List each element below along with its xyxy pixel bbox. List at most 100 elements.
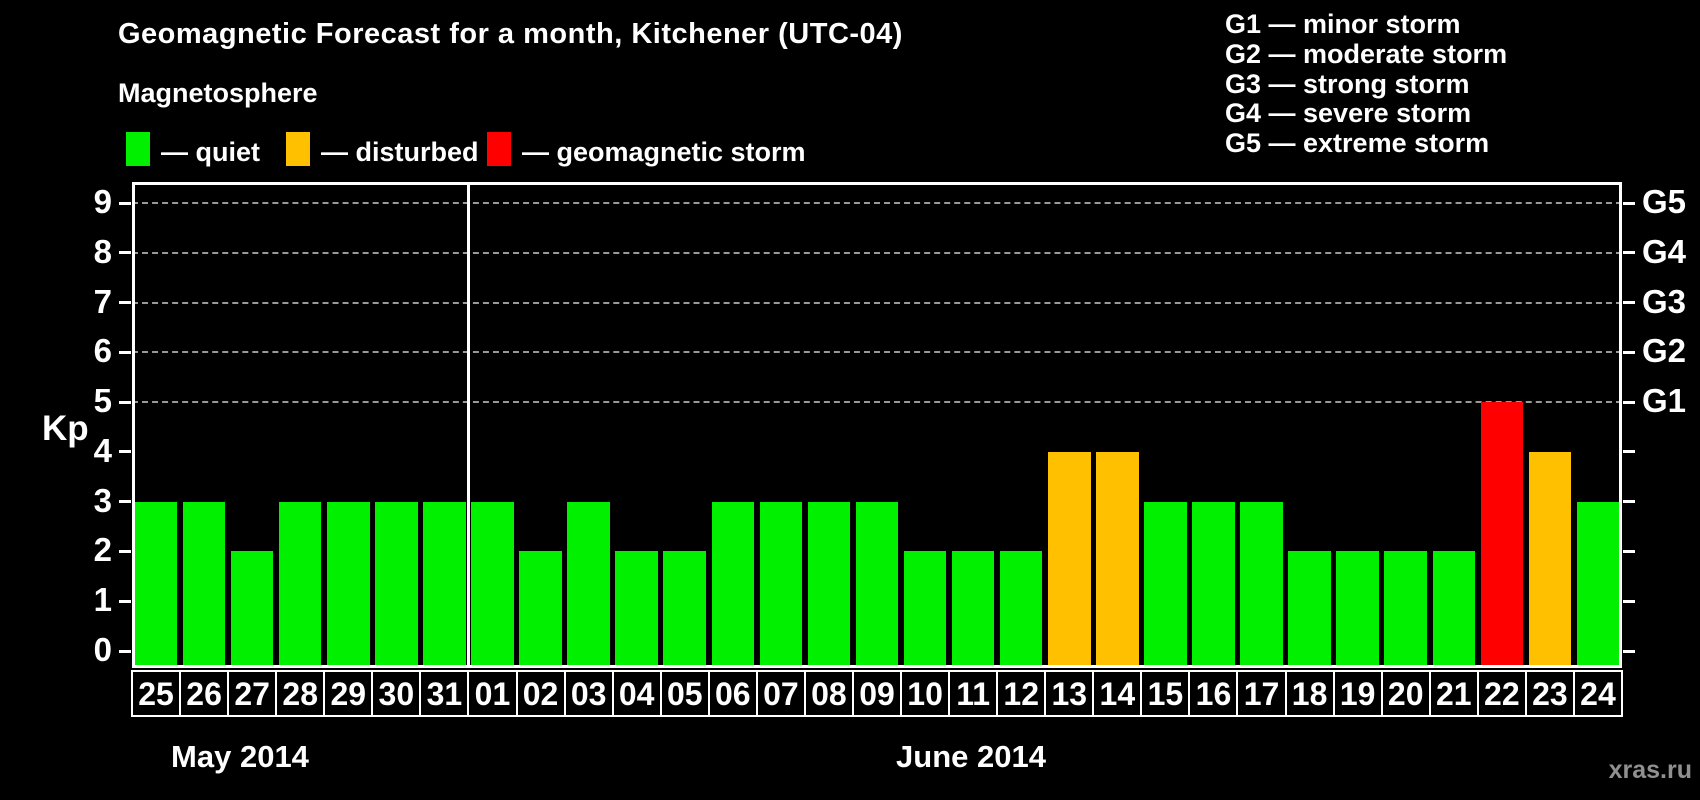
day-label: 23 (1524, 670, 1575, 717)
kp-bar-day-25 (134, 501, 178, 668)
g-scale-label-G2: G2 (1642, 332, 1687, 370)
right-axis-tick (1623, 549, 1635, 553)
left-axis-tick (119, 251, 131, 255)
day-label: 26 (179, 670, 230, 717)
right-axis-tick (1623, 301, 1635, 305)
day-label: 18 (1284, 670, 1335, 717)
left-axis-tick (119, 400, 131, 404)
y-tick-label: 5 (93, 382, 112, 420)
day-label: 29 (323, 670, 374, 717)
kp-bar-day-24 (1576, 501, 1620, 668)
storm-scale-line-G5: G5 — extreme storm (1225, 128, 1490, 159)
kp-bar-day-27 (230, 551, 274, 668)
day-label: 19 (1332, 670, 1383, 717)
kp-bar-day-16 (1192, 501, 1235, 668)
y-tick-label: 9 (93, 183, 112, 220)
quiet-legend-label: — quiet (161, 137, 260, 167)
left-axis-tick (119, 500, 131, 504)
left-axis-tick (119, 301, 131, 305)
right-axis-tick (1623, 201, 1635, 205)
storm-scale-line-G4: G4 — severe storm (1225, 98, 1472, 129)
kp-bar-day-10 (903, 551, 947, 668)
left-axis-tick (119, 549, 131, 553)
gridline-kp6 (132, 351, 1622, 354)
kp-bar-day-20 (1384, 551, 1427, 668)
plot-border (132, 182, 1622, 668)
watermark: xras.ru (1608, 756, 1692, 784)
kp-bar-day-30 (375, 501, 418, 668)
day-label: 05 (659, 670, 710, 717)
day-label: 28 (275, 670, 326, 717)
day-label: 13 (1044, 670, 1095, 717)
kp-bar-day-21 (1432, 551, 1476, 668)
day-label: 07 (755, 670, 806, 717)
day-label: 31 (419, 670, 470, 717)
y-tick-label: 8 (93, 232, 112, 270)
kp-bar-day-04 (615, 551, 658, 668)
g-scale-label-G1: G1 (1642, 382, 1687, 420)
day-label: 20 (1380, 670, 1431, 717)
g-scale-label-G5: G5 (1642, 183, 1687, 220)
plot-area (132, 182, 1622, 668)
gridline-kp9 (132, 202, 1622, 204)
kp-bar-day-19 (1336, 551, 1379, 668)
left-axis-tick (119, 450, 131, 454)
right-axis-tick (1623, 599, 1635, 603)
g-scale-label-G4: G4 (1642, 232, 1687, 270)
left-axis-tick (119, 649, 131, 653)
magnetosphere-label: Magnetosphere (118, 78, 318, 108)
storm-scale-line-G3: G3 — strong storm (1225, 68, 1470, 99)
day-label: 12 (996, 670, 1047, 717)
kp-bar-day-29 (327, 501, 370, 668)
kp-bar-day-03 (567, 501, 610, 668)
right-axis-tick (1623, 450, 1635, 454)
day-label: 08 (803, 670, 854, 717)
y-tick-label: 6 (93, 332, 112, 370)
right-axis-tick (1623, 350, 1635, 354)
day-label: 04 (611, 670, 662, 717)
kp-bar-day-26 (182, 501, 226, 668)
left-axis-tick (119, 599, 131, 603)
kp-bar-day-13 (1048, 451, 1091, 668)
kp-bar-day-18 (1288, 551, 1331, 668)
right-axis-tick (1623, 649, 1635, 653)
kp-bar-day-07 (759, 501, 803, 668)
kp-bar-day-31 (423, 501, 466, 668)
right-axis-tick (1623, 251, 1635, 255)
kp-bar-day-28 (278, 501, 322, 668)
storm-scale-line-G1: G1 — minor storm (1225, 9, 1461, 39)
left-axis-tick (119, 350, 131, 354)
day-label: 21 (1428, 670, 1479, 717)
kp-bar-day-11 (951, 551, 995, 668)
kp-bar-day-05 (663, 551, 706, 668)
y-tick-label: 4 (93, 431, 112, 469)
g-scale-label-G3: G3 (1642, 282, 1687, 320)
kp-bar-day-06 (711, 501, 755, 668)
storm-scale-line-G2: G2 — moderate storm (1225, 38, 1508, 69)
day-label: 14 (1092, 670, 1143, 717)
kp-bar-day-22 (1480, 402, 1524, 668)
kp-bar-day-12 (999, 551, 1043, 668)
kp-bar-day-08 (807, 501, 851, 668)
kp-bar-day-02 (519, 551, 562, 668)
month-label: May 2014 (171, 739, 309, 774)
day-label: 02 (515, 670, 566, 717)
kp-bar-day-17 (1240, 501, 1283, 668)
day-label: 22 (1476, 670, 1527, 717)
storm-scale-legend: G1 — minor storm G2 — moderate storm G3 — … (1225, 9, 1508, 159)
day-label: 15 (1140, 670, 1191, 717)
quiet-swatch (126, 132, 150, 166)
day-label: 30 (371, 670, 422, 717)
gridline-kp5 (132, 401, 1622, 404)
day-label: 11 (948, 670, 999, 717)
day-label: 27 (227, 670, 278, 717)
y-tick-label: 3 (93, 481, 112, 519)
day-label: 16 (1188, 670, 1239, 717)
month-divider (466, 182, 470, 668)
month-label: June 2014 (896, 739, 1046, 774)
day-label: 17 (1236, 670, 1287, 717)
y-tick-label: 7 (93, 282, 112, 320)
left-axis-tick (119, 201, 131, 205)
day-label: 01 (467, 670, 518, 717)
day-label: 09 (851, 670, 903, 717)
